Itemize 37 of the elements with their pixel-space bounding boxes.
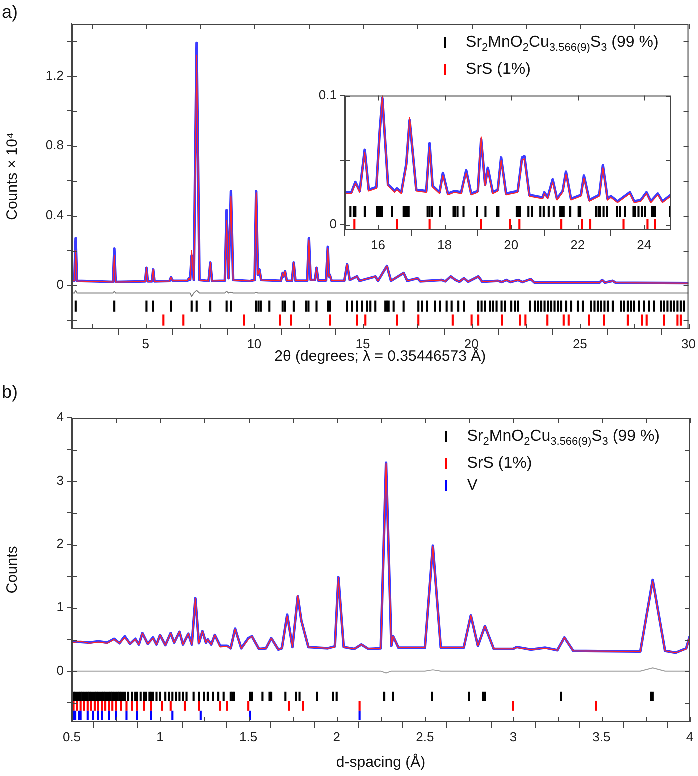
y-tick-label: 0 — [56, 277, 64, 292]
y-tick-label: 4 — [56, 410, 64, 425]
y-tick-label: 2 — [56, 536, 64, 552]
text: b) — [2, 382, 18, 403]
x-tick-label: 3 — [510, 729, 518, 744]
y-axis-title: Counts — [4, 546, 22, 594]
x-tick-label: 1.5 — [240, 729, 258, 744]
y-tick-label: 0 — [330, 216, 337, 232]
x-tick-label: 24 — [637, 237, 652, 252]
x-tick-label: 5 — [142, 336, 150, 352]
legend-label: SrS (1%) — [467, 455, 532, 472]
x-tick-label: 16 — [371, 237, 386, 252]
text: a) — [2, 2, 18, 23]
x-tick-label: 1 — [156, 729, 164, 744]
x-axis-title: d-spacing (Å) — [336, 753, 426, 772]
y-tick-label: 0.1 — [318, 87, 337, 102]
y-tick-label: 0.8 — [46, 138, 64, 153]
y-tick-label: 0.4 — [46, 207, 64, 222]
x-tick-label: 25 — [572, 336, 588, 352]
x-tick-label: 0.5 — [62, 729, 82, 744]
x-tick-label: 10 — [247, 336, 262, 352]
y-tick-label: 1 — [56, 600, 64, 615]
x-tick-label: 4 — [686, 729, 694, 744]
y-tick-label: 1.2 — [46, 68, 64, 83]
y-axis-title: Counts × 10⁴ — [4, 132, 22, 220]
text: Sr$_{2}$MnO$_{2}$Cu$_{3.566(9)}$S$_{3}$ (99 %) — [467, 428, 660, 448]
legend-label: V — [467, 477, 478, 494]
x-tick-label: 18 — [438, 237, 452, 252]
x-tick-label: 22 — [570, 237, 586, 252]
text: Sr$_{2}$MnO$_{2}$Cu$_{3.566(9)}$S$_{3}$ (99 %) — [466, 34, 659, 54]
x-tick-label: 20 — [504, 237, 519, 252]
x-tick-label: 30 — [682, 336, 696, 352]
x-tick-label: 3.5 — [592, 729, 611, 744]
legend-label: SrS (1%) — [466, 61, 531, 78]
x-tick-label: 2.5 — [416, 729, 434, 744]
y-tick-label: 3 — [56, 472, 64, 488]
y-tick-label: 0 — [56, 662, 64, 678]
